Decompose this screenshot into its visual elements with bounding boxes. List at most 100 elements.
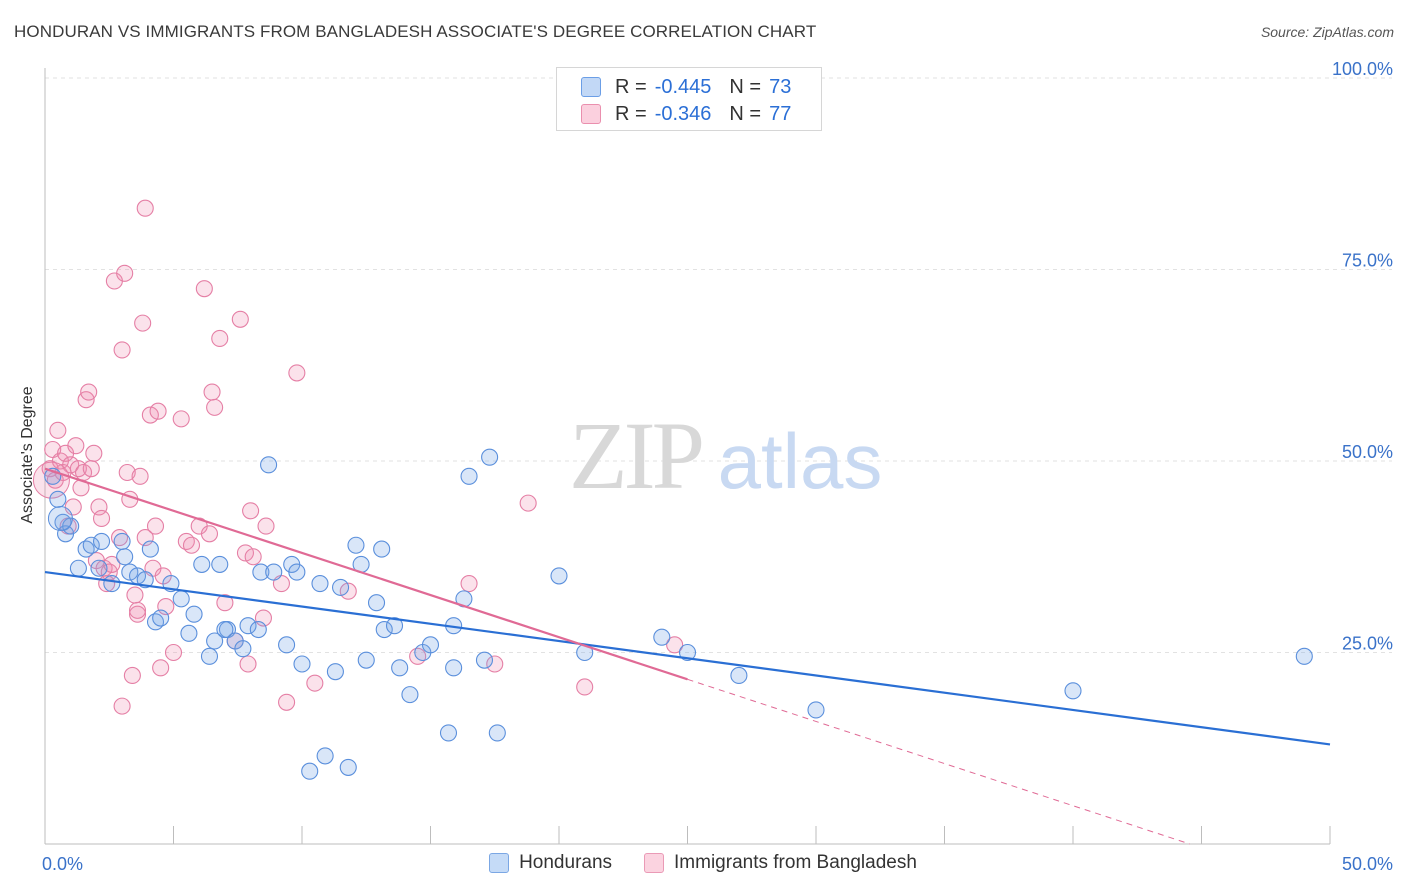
hondurans-point <box>234 640 252 658</box>
bangladesh-point <box>128 605 147 623</box>
axes <box>44 68 1331 845</box>
bangladesh-point <box>152 659 170 677</box>
hondurans-point <box>141 540 159 558</box>
hondurans-point <box>103 575 121 593</box>
hondurans-point <box>375 620 393 639</box>
watermark-zip: ZIP <box>569 402 702 509</box>
hondurans-point <box>1064 682 1082 700</box>
watermark: ZIP atlas <box>569 402 882 509</box>
bangladesh-point <box>288 364 306 382</box>
legend-item-bangladesh[interactable]: Immigrants from Bangladesh <box>644 852 917 874</box>
legend-n-value: 73 <box>769 75 792 98</box>
legend-item-hondurans[interactable]: Hondurans <box>489 852 612 874</box>
bangladesh-point <box>339 582 357 600</box>
bangladesh-point <box>239 655 257 673</box>
bangladesh-point <box>195 280 213 298</box>
bangladesh-point <box>113 341 131 359</box>
hondurans-point <box>180 624 198 642</box>
bangladesh-point <box>116 264 134 282</box>
hondurans-trend-line <box>44 570 1331 746</box>
hondurans-point <box>206 632 224 650</box>
hondurans-point <box>288 563 306 581</box>
x-tick-label: 50.0% <box>1342 854 1393 874</box>
hondurans-point <box>316 747 334 765</box>
legend-row-hondurans: R = -0.445 N = 73 <box>581 75 791 99</box>
correlation-legend: R = -0.445 N = 73 R = -0.346 N = 77 <box>556 67 822 131</box>
bangladesh-point <box>128 601 147 619</box>
hondurans-point <box>136 571 154 589</box>
bangladesh-point <box>85 444 103 462</box>
legend-r-value: -0.445 <box>654 75 712 98</box>
hondurans-point <box>90 559 108 577</box>
bangladesh-point <box>486 655 504 673</box>
hondurans-point <box>239 617 257 635</box>
bangladesh-point <box>236 544 255 562</box>
hondurans-point <box>92 532 111 550</box>
bangladesh-point <box>182 536 201 554</box>
bangladesh-point <box>203 383 221 401</box>
hondurans-point <box>391 659 409 677</box>
series-legend: Hondurans Immigrants from Bangladesh <box>0 852 1406 874</box>
bangladesh-point <box>131 467 149 485</box>
source-label: Source: ZipAtlas.com <box>1260 24 1394 40</box>
hondurans-point <box>113 532 131 550</box>
y-tick-label: 100.0% <box>1332 59 1393 79</box>
hondurans-point <box>367 594 386 612</box>
hondurans-point <box>481 448 499 466</box>
y-tick-label: 25.0% <box>1342 634 1393 654</box>
hondurans-point <box>278 636 296 654</box>
hondurans-point <box>49 490 67 508</box>
legend-n-label: N = <box>729 75 762 98</box>
hondurans-point <box>260 456 278 474</box>
hondurans-point <box>249 620 267 639</box>
hondurans-point <box>211 555 229 573</box>
bangladesh-point <box>82 460 100 478</box>
bangladesh-point <box>172 410 190 428</box>
legend-r-label: R = <box>615 75 647 98</box>
bangladesh-trend-line <box>44 467 688 681</box>
hondurans-point <box>193 555 211 573</box>
bangladesh-point <box>123 666 141 685</box>
bangladesh-point <box>67 437 85 455</box>
grid-lines <box>45 77 1392 653</box>
x-tick-label: 0.0% <box>42 854 83 874</box>
legend-swatch-hondurans <box>489 853 510 873</box>
hondurans-point <box>216 620 234 639</box>
bangladesh-point <box>206 398 224 416</box>
series-hondurans-points <box>44 448 1313 780</box>
hondurans-point <box>347 536 365 554</box>
bangladesh-point <box>113 697 131 715</box>
hondurans-point <box>62 517 80 535</box>
hondurans-point <box>475 651 494 669</box>
bangladesh-point <box>164 643 183 662</box>
hondurans-point <box>678 643 697 662</box>
bangladesh-point <box>242 502 260 520</box>
hondurans-point <box>421 636 440 654</box>
legend-swatch-pink <box>581 104 601 124</box>
legend-row-bangladesh: R = -0.346 N = 77 <box>581 102 791 126</box>
hondurans-point <box>460 467 478 485</box>
bangladesh-point <box>211 329 229 347</box>
hondurans-point <box>252 563 270 581</box>
hondurans-point <box>121 563 139 581</box>
hondurans-point <box>116 548 134 566</box>
legend-r-value: -0.346 <box>654 102 712 125</box>
bangladesh-point <box>149 402 167 420</box>
bangladesh-point <box>141 406 159 424</box>
bangladesh-point <box>216 594 234 612</box>
y-tick-label: 50.0% <box>1342 442 1393 462</box>
legend-label-hondurans: Hondurans <box>519 852 613 873</box>
bangladesh-point <box>136 199 154 217</box>
legend-n-value: 77 <box>769 102 792 125</box>
hondurans-point <box>326 663 344 681</box>
legend-swatch-blue <box>581 77 601 97</box>
bangladesh-point <box>666 636 684 654</box>
tick-labels: 25.0% 50.0% 75.0% 100.0% 0.0% 50.0% <box>42 59 1393 874</box>
bangladesh-point <box>519 494 537 512</box>
y-tick-label: 75.0% <box>1342 251 1393 271</box>
bangladesh-point <box>257 517 275 535</box>
hondurans-point <box>301 762 319 780</box>
hondurans-point <box>200 647 219 665</box>
bangladesh-point <box>460 575 478 593</box>
